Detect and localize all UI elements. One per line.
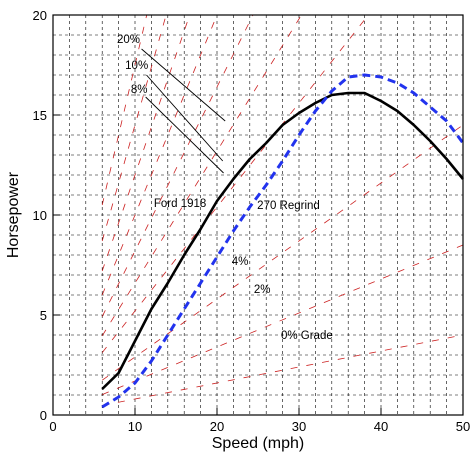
grade-line [101, 14, 218, 296]
label-2-percent: 2% [254, 284, 271, 296]
y-tick-label: 20 [33, 8, 47, 23]
grade-line [101, 14, 191, 272]
label-10-percent: 10% [125, 60, 148, 72]
y-tick-label: 5 [40, 308, 47, 323]
grade-line [101, 14, 369, 353]
label-20-percent: 20% [117, 34, 140, 46]
x-tick-label: 10 [128, 419, 142, 434]
series [101, 73, 465, 409]
grade-line [101, 124, 464, 381]
y-tick-label: 0 [40, 408, 47, 423]
y-axis-title: Horsepower [5, 171, 22, 258]
label-0-percent-grade: 0% Grade [281, 330, 333, 342]
grade-lines [101, 14, 464, 406]
x-tick-label: 20 [210, 419, 224, 434]
series-line-2 [101, 73, 465, 409]
x-axis-title: Speed (mph) [212, 435, 305, 452]
grade-line [101, 14, 148, 206]
x-tick-label: 0 [49, 419, 56, 434]
x-tick-label: 50 [456, 419, 470, 434]
label-4-percent: 4% [232, 256, 249, 268]
label-8-percent: 8% [131, 84, 148, 96]
grid [53, 15, 463, 415]
x-tick-label: 40 [374, 419, 388, 434]
axis-ticks: 0 10 20 30 40 50 0 5 10 15 20 [33, 8, 471, 434]
x-tick-label: 30 [292, 419, 306, 434]
leader-8-percent [145, 96, 224, 174]
series-line-1 [101, 91, 465, 390]
y-tick-label: 10 [33, 208, 47, 223]
leader-20-percent [141, 48, 226, 122]
grade-line [101, 14, 167, 242]
label-ford-1918: Ford 1918 [154, 198, 206, 210]
leader-lines [141, 48, 226, 174]
grade-line [102, 244, 464, 395]
y-tick-label: 15 [33, 108, 47, 123]
label-270-regrind: 270 Regrind [257, 200, 320, 212]
grade-line [102, 334, 464, 406]
leader-10-percent [146, 74, 224, 162]
annotations: 20% 10% 8% Ford 1918 270 Regrind 4% 2% 0% Grade [117, 34, 333, 342]
